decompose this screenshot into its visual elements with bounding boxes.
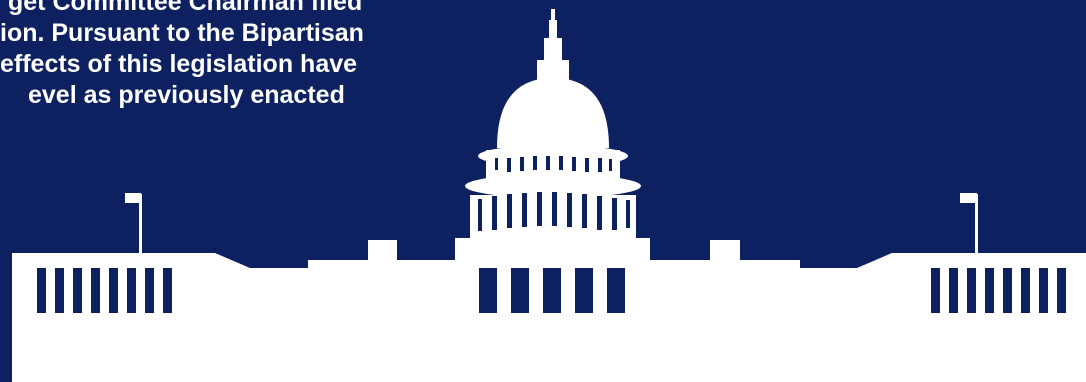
notice-line-4: evel as previously enacted <box>28 81 345 109</box>
notice-line-1: get Committee Chairman filed <box>8 0 363 16</box>
notice-line-2: ion. Pursuant to the Bipartisan <box>0 19 364 47</box>
notice-line-3: effects of this legislation have <box>0 50 358 78</box>
notice-text: get Committee Chairman filed ion. Pursua… <box>0 0 500 111</box>
